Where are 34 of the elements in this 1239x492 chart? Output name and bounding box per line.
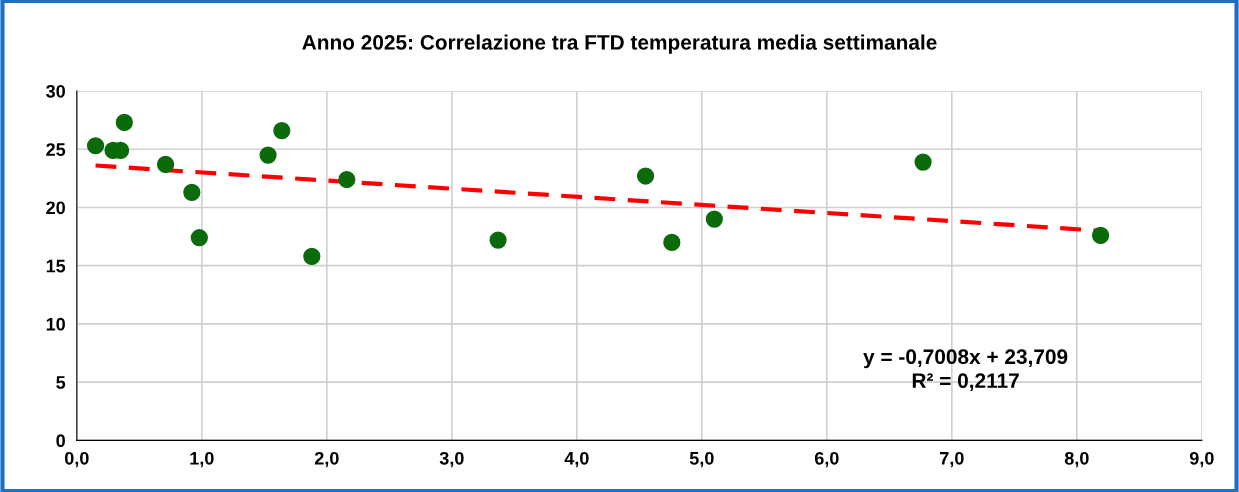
- x-tick-label: 1,0: [190, 451, 214, 468]
- x-tick-label: 3,0: [439, 451, 464, 468]
- y-tick-label: 30: [46, 84, 65, 98]
- point: [1091, 226, 1110, 245]
- point: [273, 121, 291, 140]
- point: [183, 183, 201, 201]
- annotation: y = -0,7008x + 23,709 R² = 0,2117: [863, 349, 1068, 392]
- point: [303, 247, 321, 265]
- chart-title: Anno 2025: Correlazione tra FTD temperatura media settimanale: [302, 34, 937, 54]
- y-tick-label: 20: [46, 201, 65, 215]
- point: [115, 113, 133, 132]
- point: [156, 155, 175, 173]
- point: [190, 229, 208, 247]
- point: [636, 167, 655, 185]
- x-tick-label: 7,0: [940, 451, 964, 468]
- x-tick-label: 2,0: [314, 451, 339, 468]
- point: [259, 146, 277, 164]
- point: [338, 170, 356, 189]
- x-tick-label: 8,0: [1064, 451, 1089, 468]
- x-tick-label: 4,0: [564, 451, 589, 468]
- y-tick-label: 10: [46, 317, 65, 331]
- x-tick-label: 0,0: [64, 451, 89, 468]
- y-tick-label: 25: [46, 143, 66, 156]
- x-tick-label: 9,0: [1189, 451, 1214, 468]
- x-tick-label: 5,0: [689, 451, 714, 468]
- y-tick-label: 15: [46, 259, 66, 273]
- point: [705, 210, 723, 228]
- y-tick-label: 5: [56, 376, 66, 389]
- point: [489, 231, 507, 249]
- point: [914, 153, 932, 171]
- point: [663, 233, 681, 252]
- point: [86, 137, 105, 155]
- x-tick-label: 6,0: [814, 451, 839, 468]
- y-tick-label: 0: [56, 434, 65, 448]
